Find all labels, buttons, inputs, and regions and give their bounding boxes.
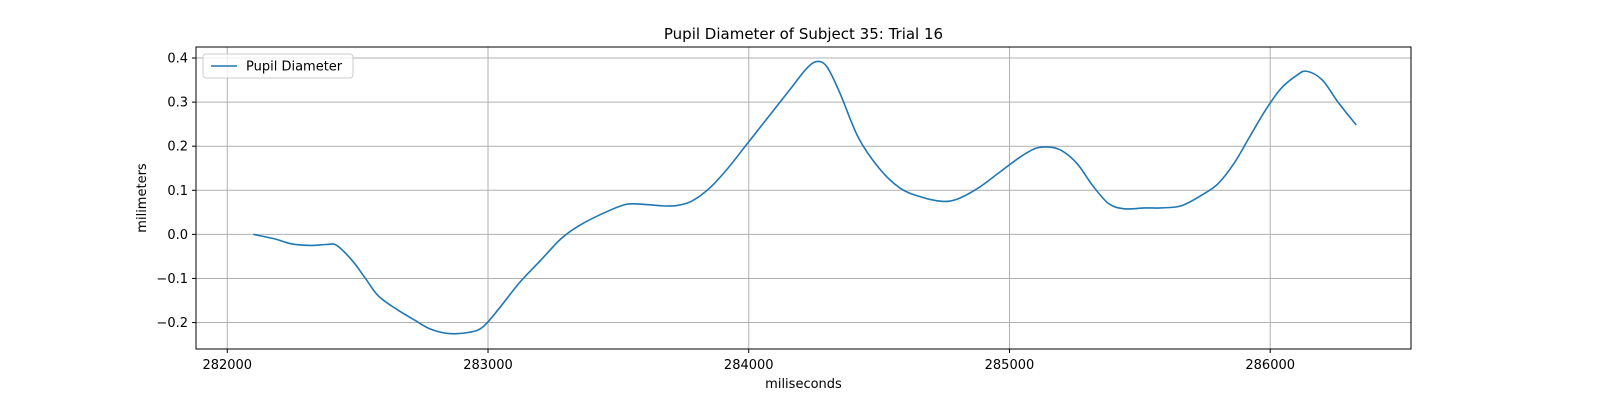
y-tick-label: 0.3 — [167, 96, 188, 111]
y-tick-label: 0.4 — [167, 52, 188, 67]
x-tick-label: 286000 — [1245, 358, 1295, 373]
chart-title: Pupil Diameter of Subject 35: Trial 16 — [664, 25, 943, 43]
x-tick-label: 282000 — [202, 358, 252, 373]
y-axis-label: milimeters — [135, 163, 150, 233]
y-tick-label: 0.1 — [167, 184, 188, 199]
y-tick-label: −0.2 — [156, 316, 188, 331]
grid-layer — [196, 47, 1411, 349]
tick-layer: 282000 283000 284000 285000 286000 −0.2 −0.1 0.… — [156, 52, 1295, 373]
x-tick-label: 285000 — [985, 358, 1035, 373]
axes-frame — [196, 47, 1411, 349]
y-tick-label: −0.1 — [156, 272, 188, 287]
x-axis-label: miliseconds — [765, 377, 842, 392]
y-tick-label: 0.2 — [167, 140, 188, 155]
legend-label: Pupil Diameter — [246, 60, 343, 75]
x-tick-label: 284000 — [724, 358, 774, 373]
y-tick-label: 0.0 — [167, 228, 188, 243]
x-tick-label: 283000 — [463, 358, 513, 373]
legend: Pupil Diameter — [203, 54, 353, 78]
